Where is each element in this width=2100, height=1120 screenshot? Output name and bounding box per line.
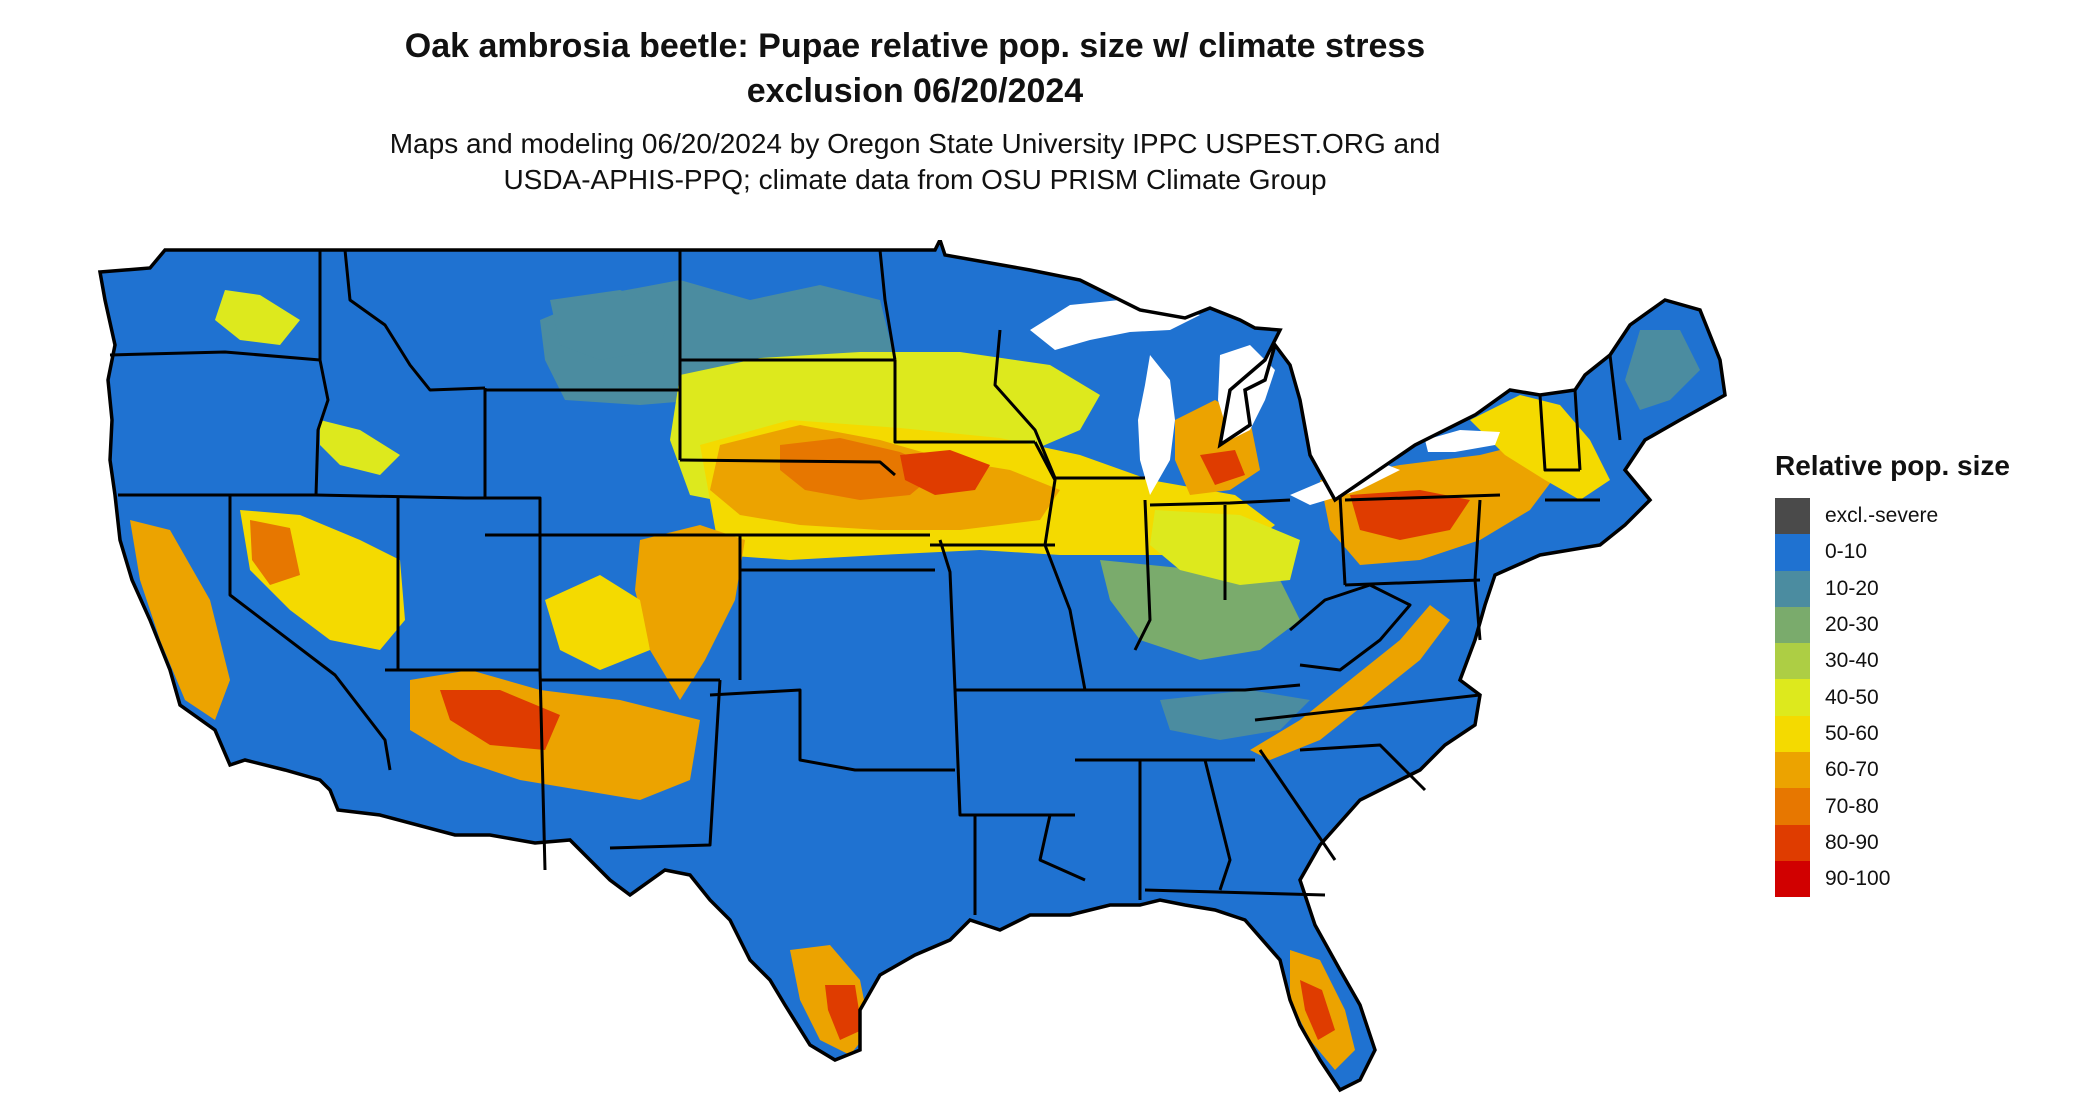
legend-swatch — [1775, 788, 1810, 825]
region-front-range-60-70 — [635, 525, 745, 700]
legend-item: 50-60 — [1775, 715, 2010, 753]
legend-label: excl.-severe — [1825, 504, 1939, 528]
legend-label: 40-50 — [1825, 685, 1879, 709]
border-va-nc — [1254, 693, 1481, 722]
border-mn-wi — [993, 329, 1057, 479]
border-ia-il-river — [1033, 441, 1087, 691]
legend-label: 90-100 — [1825, 867, 1891, 891]
border-wa-or — [109, 350, 321, 362]
map-subtitle-line-2: USDA-APHIS-PPQ; climate data from OSU PR… — [503, 164, 1327, 195]
legend-items: excl.-severe 0-10 10-20 20-30 30-40 40-50 50-6… — [1775, 498, 2010, 898]
legend-swatch — [1775, 752, 1810, 789]
region-washington-40-50 — [215, 290, 300, 345]
border-nj-de-md — [1473, 499, 1482, 641]
region-new-england-50-60 — [1470, 395, 1610, 500]
region-arizona-50-60 — [545, 575, 650, 670]
legend-item: 40-50 — [1775, 679, 2010, 716]
state-boundaries — [109, 249, 1622, 915]
legend-title: Relative pop. size — [1775, 450, 2010, 481]
region-idaho-40-50 — [320, 420, 400, 475]
border-la-ms — [1038, 814, 1086, 882]
map-subtitle: Maps and modeling 06/20/2024 by Oregon S… — [0, 126, 1830, 198]
border-wv — [1289, 583, 1412, 672]
legend-swatch — [1775, 679, 1810, 716]
border-sd-ne — [679, 458, 896, 477]
legend-item: excl.-severe — [1775, 498, 2010, 535]
border-ky-tn — [1085, 683, 1301, 692]
border-or-ca-nv — [118, 493, 466, 500]
region-maine-10-20 — [1625, 330, 1700, 410]
border-id-mt — [343, 249, 486, 392]
region-wyoming-10-20 — [550, 290, 670, 360]
border-ny-vt-ma — [1538, 394, 1580, 472]
legend-label: 0-10 — [1825, 540, 1868, 564]
border-pa-ny — [1344, 493, 1501, 502]
legend-item: 60-70 — [1775, 752, 2010, 789]
border-ok-panhandle — [709, 688, 955, 772]
legend-item: 0-10 — [1775, 534, 2010, 571]
legend-swatch — [1775, 824, 1810, 861]
border-al-ga — [1203, 759, 1232, 891]
legend-swatch — [1775, 860, 1810, 898]
legend-swatch — [1775, 498, 1810, 535]
legend-swatch — [1775, 715, 1810, 753]
region-florida-80-90 — [1300, 980, 1335, 1040]
legend-label: 30-40 — [1825, 649, 1879, 673]
border-or-id — [314, 359, 330, 496]
border-ca-nv — [228, 495, 392, 771]
legend-item: 20-30 — [1775, 606, 2010, 644]
map-title-line-2: exclusion 06/20/2024 — [746, 72, 1084, 110]
legend-item: 10-20 — [1775, 570, 2010, 607]
legend-swatch — [1775, 643, 1810, 680]
region-colorado-plateau-80-90 — [440, 690, 560, 750]
border-nh-me — [1608, 354, 1622, 441]
border-pa-south — [1344, 578, 1481, 587]
lake-ontario — [1425, 430, 1500, 452]
border-ga-fl — [1144, 888, 1326, 897]
map-title: Oak ambrosia beetle: Pupae relative pop.… — [0, 24, 1830, 114]
legend-item: 80-90 — [1775, 824, 2010, 861]
region-sierra-60-70 — [130, 520, 230, 720]
legend-label: 80-90 — [1825, 830, 1879, 854]
legend-label: 50-60 — [1825, 721, 1879, 745]
legend-label: 20-30 — [1825, 613, 1879, 637]
border-ok-ar-tx — [953, 689, 977, 915]
region-great-basin-70-80 — [250, 520, 300, 585]
legend-item: 70-80 — [1775, 788, 2010, 825]
region-gulf-texas-80-90 — [825, 985, 862, 1040]
legend: Relative pop. size excl.-severe 0-10 10-20… — [1775, 450, 2010, 898]
us-population-map — [98, 240, 1727, 1092]
border-sd-mn-ia — [893, 360, 1035, 444]
border-nd-mn — [878, 249, 897, 361]
border-nm-tx — [609, 679, 722, 850]
legend-label: 70-80 — [1825, 794, 1879, 818]
border-il-in — [1133, 499, 1152, 651]
legend-item: 90-100 — [1775, 860, 2010, 898]
legend-swatch — [1775, 534, 1810, 571]
legend-label: 60-70 — [1825, 758, 1879, 782]
legend-swatch — [1775, 606, 1810, 644]
region-central-70-80 — [780, 438, 940, 500]
region-northeast-80-90 — [1350, 490, 1470, 540]
region-michigan-80-90 — [1200, 450, 1245, 485]
region-central-80-90 — [900, 450, 990, 495]
map-subtitle-line-1: Maps and modeling 06/20/2024 by Oregon S… — [389, 128, 1441, 159]
border-oh-pa — [1338, 494, 1347, 586]
border-vt-nh — [1573, 389, 1582, 471]
border-az-nm — [538, 669, 547, 871]
lake-michigan — [1138, 355, 1175, 495]
border-mi-in-oh — [1149, 498, 1291, 507]
map-title-line-1: Oak ambrosia beetle: Pupae relative pop.… — [404, 27, 1426, 65]
border-ut-wy — [485, 496, 542, 535]
region-appalachia-10-20 — [1160, 690, 1310, 740]
region-appalachia-60-70 — [1250, 605, 1450, 760]
legend-label: 10-20 — [1825, 576, 1879, 600]
border-ks-mo — [938, 539, 957, 691]
legend-swatch — [1775, 570, 1810, 607]
legend-item: 30-40 — [1775, 643, 2010, 680]
